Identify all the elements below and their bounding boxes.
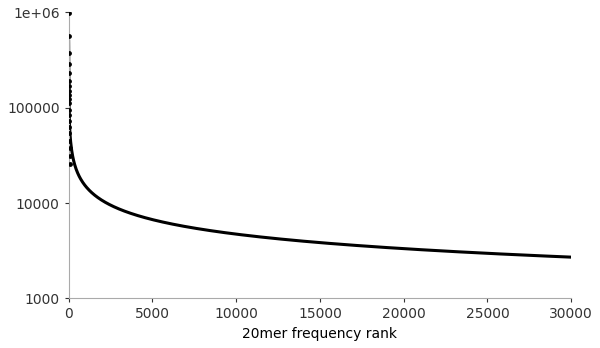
Point <box>64 124 74 130</box>
Point <box>64 131 74 136</box>
Point <box>64 70 73 76</box>
Point <box>64 101 74 106</box>
Point <box>65 138 74 143</box>
Point <box>64 89 74 94</box>
Point <box>64 62 73 67</box>
Point <box>64 84 74 89</box>
Point <box>65 161 75 166</box>
Point <box>64 107 74 113</box>
Point <box>64 78 73 84</box>
Point <box>64 93 74 98</box>
Point <box>64 112 74 118</box>
Point <box>65 145 74 151</box>
Point <box>64 118 74 124</box>
X-axis label: 20mer frequency rank: 20mer frequency rank <box>242 327 397 341</box>
Point <box>64 33 73 39</box>
Point <box>64 50 73 56</box>
Point <box>64 96 74 101</box>
Point <box>65 153 75 158</box>
Point <box>64 11 73 16</box>
